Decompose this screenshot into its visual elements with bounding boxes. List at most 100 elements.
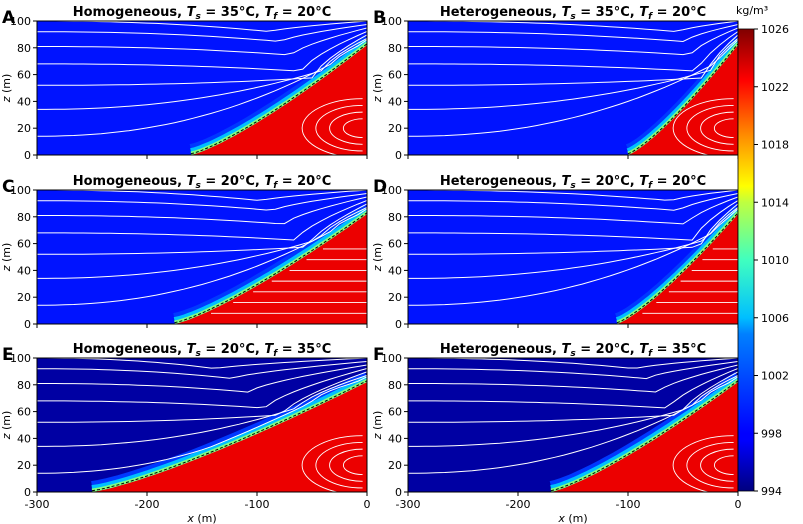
interface-dashed-line (174, 212, 367, 324)
panel-plot-area (37, 21, 367, 155)
panel-D: 0 20 40 60 80 100 z (m) D Heterogeneous, Ts = 20… (371, 174, 739, 331)
y-tick-label: 20 (388, 291, 402, 304)
panel-frame (36, 20, 368, 156)
y-tick-label: 20 (17, 459, 31, 472)
streamline (408, 368, 738, 409)
x-tick-label: -100 (616, 498, 641, 511)
panel-title: Homogeneous, Ts = 20°C, Tf = 35°C (73, 342, 332, 359)
y-axis-label: z (m) (0, 411, 13, 441)
x-tick-label: -300 (396, 498, 421, 511)
y-tick-label: 100 (381, 184, 402, 197)
salt-loop-streamline (342, 455, 363, 476)
streamline (37, 364, 367, 393)
y-axis-label: z (m) (371, 74, 384, 104)
y-axis-label: z (m) (0, 243, 13, 273)
interface-dashed-line (190, 43, 367, 155)
x-tick-label: 0 (364, 498, 371, 511)
y-tick-label: 40 (17, 432, 31, 445)
panel-letter: F (373, 345, 385, 365)
salt-loop-streamline (713, 118, 734, 139)
streamline (408, 364, 738, 393)
panel-title: Heterogeneous, Ts = 20°C, Tf = 20°C (440, 174, 706, 191)
panel-E: 0 20 40 60 80 100 z (m) -300 -200 -100 0 x (m) E Homo… (0, 342, 371, 524)
streamline (37, 374, 367, 447)
salt-wedge-region (551, 382, 738, 492)
salt-wedge-region (191, 45, 367, 155)
streamline (408, 27, 738, 56)
salt-loop-streamline (342, 118, 363, 139)
salt-loop-streamline (686, 441, 734, 489)
salt-wedge-region (628, 45, 738, 155)
y-tick-label: 40 (388, 264, 402, 277)
colorbar-tick-label: 1002 (761, 370, 789, 383)
panel-plot-area (37, 190, 367, 324)
salt-loop-streamline (329, 448, 363, 482)
y-tick-label: 80 (388, 211, 402, 224)
y-tick-label: 60 (17, 406, 31, 419)
streamline (37, 196, 367, 225)
panel-letter: C (2, 177, 14, 197)
salt-wedge-region (92, 382, 367, 492)
colorbar: kg/m³ 994 998 1002 1006 1010 1014 1018 1022 1026 (736, 4, 789, 498)
y-tick-label: 80 (17, 379, 31, 392)
panel-plot-area (408, 190, 738, 324)
y-tick-label: 100 (381, 15, 402, 28)
panel-letter: A (2, 8, 16, 28)
streamline (37, 208, 367, 306)
y-tick-label: 80 (17, 42, 31, 55)
y-tick-label: 40 (388, 432, 402, 445)
salt-loop-streamline (686, 104, 734, 152)
salt-loop-streamline (315, 104, 363, 152)
y-axis-label: z (m) (371, 243, 384, 273)
mixing-zone-band (550, 378, 738, 492)
y-tick-label: 20 (388, 122, 402, 135)
interface-dashed-line (91, 380, 367, 492)
streamline (37, 31, 367, 72)
interface-dashed-line (627, 43, 738, 155)
x-tick-label: -200 (135, 498, 160, 511)
panel-C: 0 20 40 60 80 100 z (m) C Homogeneous, Ts = 20°C… (0, 174, 368, 331)
panel-F: 0 20 40 60 80 100 z (m) -300 -200 -100 0 x (m) F Hete… (371, 342, 742, 524)
salt-wedge-region (617, 214, 738, 324)
y-tick-label: 20 (388, 459, 402, 472)
streamline (408, 376, 738, 474)
colorbar-unit-label: kg/m³ (736, 4, 768, 17)
y-tick-label: 40 (17, 264, 31, 277)
colorbar-tick-label: 1018 (761, 139, 789, 152)
y-tick-label: 60 (17, 238, 31, 251)
colorbar-tick-label: 1010 (761, 254, 789, 267)
streamline (37, 361, 367, 379)
panel-plot-area (408, 358, 738, 492)
streamline (408, 39, 738, 137)
panel-plot-area (408, 21, 738, 155)
y-tick-label: 20 (17, 291, 31, 304)
interface-dashed-line (616, 212, 738, 324)
panel-title: Homogeneous, Ts = 35°C, Tf = 20°C (73, 5, 332, 22)
panel-plot-area (37, 358, 367, 492)
y-tick-label: 0 (395, 318, 402, 331)
colorbar-bar (737, 28, 755, 492)
y-tick-label: 20 (17, 122, 31, 135)
x-tick-label: 0 (735, 498, 742, 511)
streamline (37, 376, 367, 474)
streamline (37, 27, 367, 56)
streamline (408, 207, 738, 279)
salt-wedge-region (174, 214, 367, 324)
x-axis-label: x (m) (186, 512, 216, 524)
y-tick-label: 100 (10, 15, 31, 28)
panel-letter: B (373, 8, 386, 28)
y-tick-label: 60 (388, 238, 402, 251)
panel-title: Homogeneous, Ts = 20°C, Tf = 20°C (73, 174, 332, 191)
y-tick-label: 40 (17, 95, 31, 108)
y-tick-label: 100 (381, 352, 402, 365)
x-tick-label: -100 (245, 498, 270, 511)
salt-loop-streamline (700, 111, 734, 145)
y-tick-label: 0 (24, 318, 31, 331)
y-axis-label: z (m) (0, 74, 13, 104)
streamline (37, 368, 367, 409)
panel-frame (36, 357, 368, 493)
streamline (408, 208, 738, 306)
y-tick-label: 60 (388, 406, 402, 419)
colorbar-tick-label: 1006 (761, 312, 789, 325)
